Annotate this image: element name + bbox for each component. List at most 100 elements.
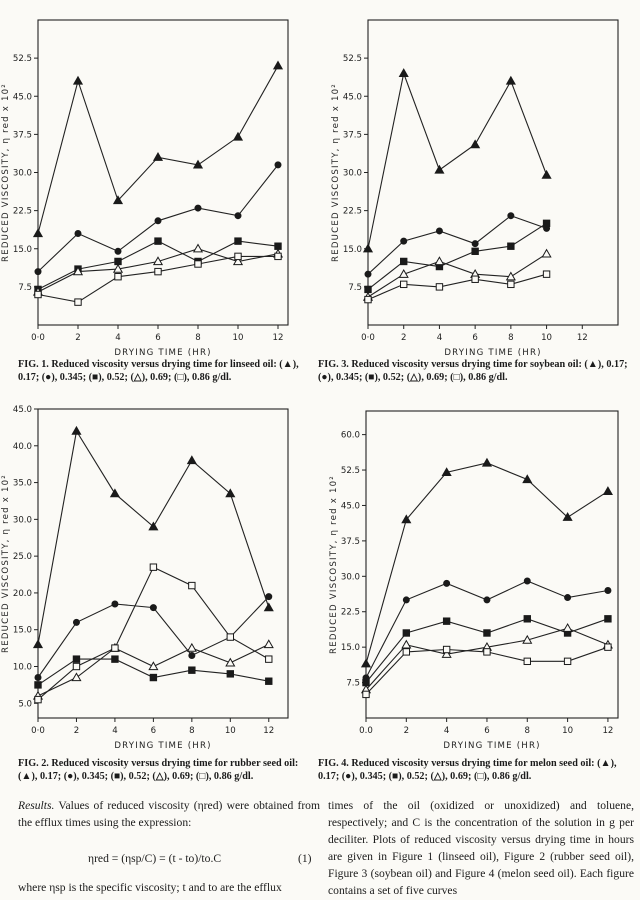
fig3-x-tick-label: 6 <box>472 333 477 343</box>
fig2-series-line-triangle-filled <box>37 429 270 645</box>
fig1-point-triangle-open <box>152 256 164 266</box>
fig1-x-tick-label: 0·0 <box>31 333 45 343</box>
fig2-point-circle-filled <box>72 618 80 626</box>
fig4-point-circle-filled <box>483 596 491 604</box>
fig1-point-circle-filled <box>154 217 162 225</box>
fig1-series-line-square-filled <box>37 240 279 290</box>
fig1-series-line-triangle-filled <box>37 65 279 234</box>
fig2-point-square-filled <box>72 655 81 663</box>
fig1-point-circle-filled <box>194 204 202 212</box>
fig4-point-square-filled <box>483 629 491 637</box>
fig3-point-triangle-filled <box>505 75 516 85</box>
fig3-series-line-triangle-filled <box>367 71 548 249</box>
fig2-point-circle-filled <box>149 604 157 612</box>
fig2-y-tick-label: 30.0 <box>13 515 32 525</box>
where-line: where ηsp is the specific viscosity; t a… <box>18 881 282 894</box>
fig1-x-tick-label: 10 <box>233 333 244 343</box>
fig2-point-square-filled <box>111 655 119 663</box>
fig1-point-circle-filled <box>234 212 242 220</box>
fig3-x-tick-label: 2 <box>401 333 406 343</box>
fig2-plot-frame <box>37 408 289 719</box>
fig3-y-tick-label: 7.5 <box>348 283 362 293</box>
fig4-y-tick-label: 7.5 <box>346 679 360 689</box>
figure-2-chart: 0·0 2 4 6 8 10 12 5.0 10.0 15.0 20.0 25.0 30.0 35.0 40… <box>0 395 310 751</box>
fig3-point-triangle-filled <box>434 164 445 174</box>
fig3-point-square-open <box>435 283 444 291</box>
fig1-point-triangle-filled <box>152 152 164 161</box>
fig2-point-triangle-filled <box>71 425 82 435</box>
fig1-y-tick-label: 52.5 <box>13 54 32 64</box>
fig1-plot-frame <box>37 19 289 326</box>
fig2-y-axis-title: REDUCED VISCOSITY, η red x 10² <box>1 474 11 653</box>
fig4-point-triangle-open <box>441 649 452 658</box>
fig1-point-square-filled <box>234 237 242 245</box>
fig3-series-line-circle-filled <box>367 215 547 275</box>
figure-4-svg: 0.0 2 4 6 8 10 12 7.5 15.0 22.5 30.0 37.5 45.0 52.5 60… <box>329 410 619 751</box>
figure-2-svg: 0·0 2 4 6 8 10 12 5.0 10.0 15.0 20.0 25.0 30.0 35.0 40… <box>1 405 289 751</box>
figure-3-chart: 0·0 2 4 6 8 10 12 7.5 15.0 22.5 30.0 37.5 45.0 52.5 DR… <box>318 0 640 358</box>
fig1-point-triangle-filled <box>232 131 244 141</box>
fig3-series-line-triangle-open <box>367 253 547 298</box>
figure-4-chart: 0.0 2 4 6 8 10 12 7.5 15.0 22.5 30.0 37.5 45.0 52.5 60… <box>318 395 640 751</box>
fig4-point-square-filled <box>442 617 451 625</box>
fig4-point-circle-filled <box>402 596 410 604</box>
fig1-point-square-open <box>234 252 242 261</box>
fig3-point-square-filled <box>471 247 479 255</box>
fig1-point-triangle-open <box>232 256 244 266</box>
fig2-point-square-open <box>265 655 273 663</box>
figure-3-caption: FIG. 3. Reduced viscosity versus drying … <box>318 359 628 383</box>
fig4-x-tick-label: 8 <box>525 726 530 736</box>
fig2-point-square-open <box>34 695 42 704</box>
figure-4-caption: FIG. 4. Reduced viscosity versus drying … <box>318 758 617 782</box>
fig2-y-tick-label: 15.0 <box>13 626 32 636</box>
fig2-point-circle-filled <box>188 651 196 659</box>
fig4-y-axis-title: REDUCED VISCOSITY, η red x 10² <box>329 475 339 654</box>
fig1-point-triangle-open <box>192 243 204 253</box>
fig4-x-tick-label: 2 <box>404 726 409 736</box>
fig1-point-square-open <box>274 252 282 261</box>
fig3-point-triangle-filled <box>541 169 552 179</box>
fig4-point-square-open <box>483 648 491 656</box>
fig1-point-circle-filled <box>34 268 42 276</box>
fig1-point-square-filled <box>274 242 282 250</box>
fig1-point-triangle-filled <box>272 60 284 70</box>
fig4-x-axis-title: DRYING TIME (HR) <box>443 741 540 751</box>
fig1-point-square-open <box>194 260 202 268</box>
fig4-y-tick-label: 15.0 <box>341 643 360 653</box>
fig2-x-tick-label: 6 <box>151 726 156 736</box>
fig3-point-square-filled <box>507 242 515 250</box>
fig2-point-square-open <box>188 581 196 590</box>
fig1-point-circle-filled <box>274 161 282 169</box>
fig1-y-tick-label: 22.5 <box>13 207 32 217</box>
fig2-point-triangle-filled <box>225 488 236 498</box>
fig1-point-triangle-open <box>112 263 124 273</box>
fig2-x-tick-label: 0·0 <box>31 726 45 736</box>
fig4-point-square-filled <box>523 615 531 623</box>
fig3-x-tick-label: 4 <box>437 333 442 343</box>
fig4-point-triangle-filled <box>562 512 573 521</box>
fig4-point-triangle-filled <box>401 514 412 524</box>
figure-2-caption: FIG. 2. Reduced viscosity versus drying … <box>18 758 299 782</box>
fig2-y-tick-label: 25.0 <box>13 552 32 562</box>
fig2-point-square-open <box>226 633 235 641</box>
fig1-y-tick-label: 15.0 <box>13 245 32 255</box>
fig3-point-square-filled <box>364 285 372 294</box>
fig4-point-triangle-open <box>562 623 573 632</box>
fig3-point-circle-filled <box>507 212 515 220</box>
fig2-point-triangle-filled <box>32 639 44 649</box>
figure-1-caption: FIG. 1. Reduced viscosity versus drying … <box>18 359 299 383</box>
fig2-x-tick-label: 10 <box>225 726 236 736</box>
fig1-point-square-open <box>74 298 82 306</box>
fig3-point-circle-filled <box>435 227 443 235</box>
fig3-plot-frame <box>367 19 619 326</box>
fig2-point-triangle-open <box>148 661 159 671</box>
fig1-point-triangle-open <box>72 266 84 276</box>
fig3-x-tick-label: 12 <box>577 333 588 343</box>
fig3-y-tick-label: 15.0 <box>343 245 362 255</box>
fig4-point-square-open <box>362 690 370 699</box>
fig1-y-tick-label: 7.5 <box>18 283 32 293</box>
fig1-point-triangle-filled <box>192 159 204 169</box>
fig4-point-triangle-filled <box>360 658 372 668</box>
fig2-point-triangle-filled <box>186 455 197 465</box>
fig1-y-tick-label: 30.0 <box>13 169 32 179</box>
